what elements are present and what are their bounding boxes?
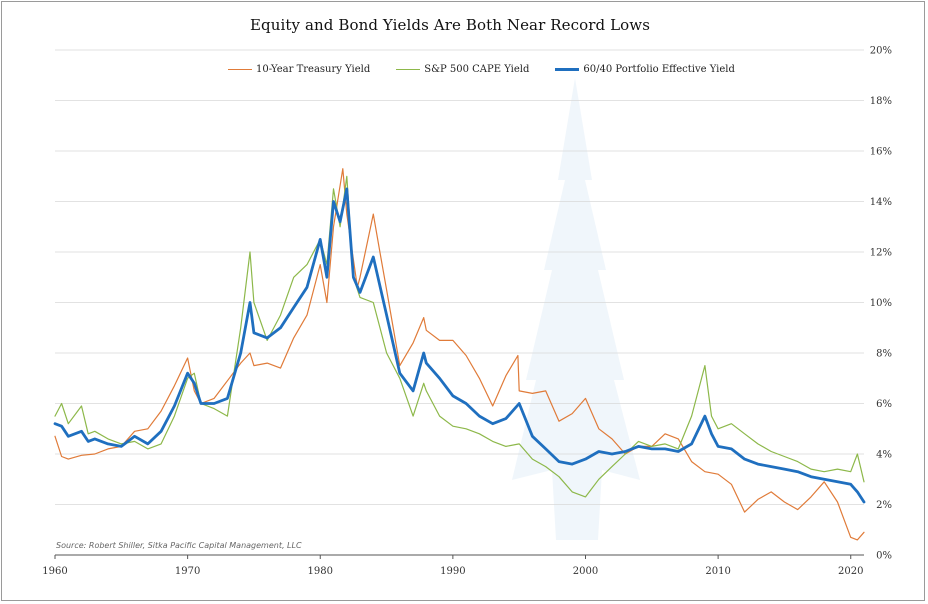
x-tick-label: 1980 [308,566,333,577]
source-note: Source: Robert Shiller, Sitka Pacific Ca… [56,541,302,550]
y-tick-label: 14% [870,197,892,208]
legend-swatch-treasury [228,68,252,70]
legend: 10-Year Treasury Yield S&P 500 CAPE Yiel… [228,61,761,77]
legend-swatch-cape [396,68,421,70]
legend-swatch-portfolio [555,67,580,71]
y-tick-label: 6% [876,399,892,410]
legend-item-portfolio: 60/40 Portfolio Effective Yield [555,63,735,75]
y-tick-label: 4% [876,450,892,461]
legend-label-portfolio: 60/40 Portfolio Effective Yield [583,63,735,75]
legend-label-treasury: 10-Year Treasury Yield [256,63,371,75]
legend-label-cape: S&P 500 CAPE Yield [424,63,530,75]
series-line-cape [54,175,865,498]
x-tick-label: 2010 [705,566,730,577]
y-tick-label: 8% [876,349,892,360]
chart-title: Equity and Bond Yields Are Both Near Rec… [249,16,651,34]
x-tick-label: 2000 [573,566,598,577]
series-line-portfolio [53,187,866,504]
legend-item-treasury: 10-Year Treasury Yield [228,64,370,75]
legend-item-cape: S&P 500 CAPE Yield [396,64,529,75]
y-tick-label: 10% [870,298,892,309]
tree-watermark [512,78,640,540]
y-tick-label: 18% [870,96,892,107]
series-line-treasury [54,168,865,541]
x-tick-label: 2020 [838,566,863,577]
y-tick-label: 2% [876,500,892,511]
y-tick-label: 20% [870,46,892,57]
x-tick-label: 1970 [175,566,200,577]
x-tick-label: 1990 [440,566,465,577]
y-tick-label: 0% [876,551,892,562]
y-tick-label: 16% [870,147,892,158]
y-tick-label: 12% [870,248,892,259]
x-tick-label: 1960 [42,566,67,577]
